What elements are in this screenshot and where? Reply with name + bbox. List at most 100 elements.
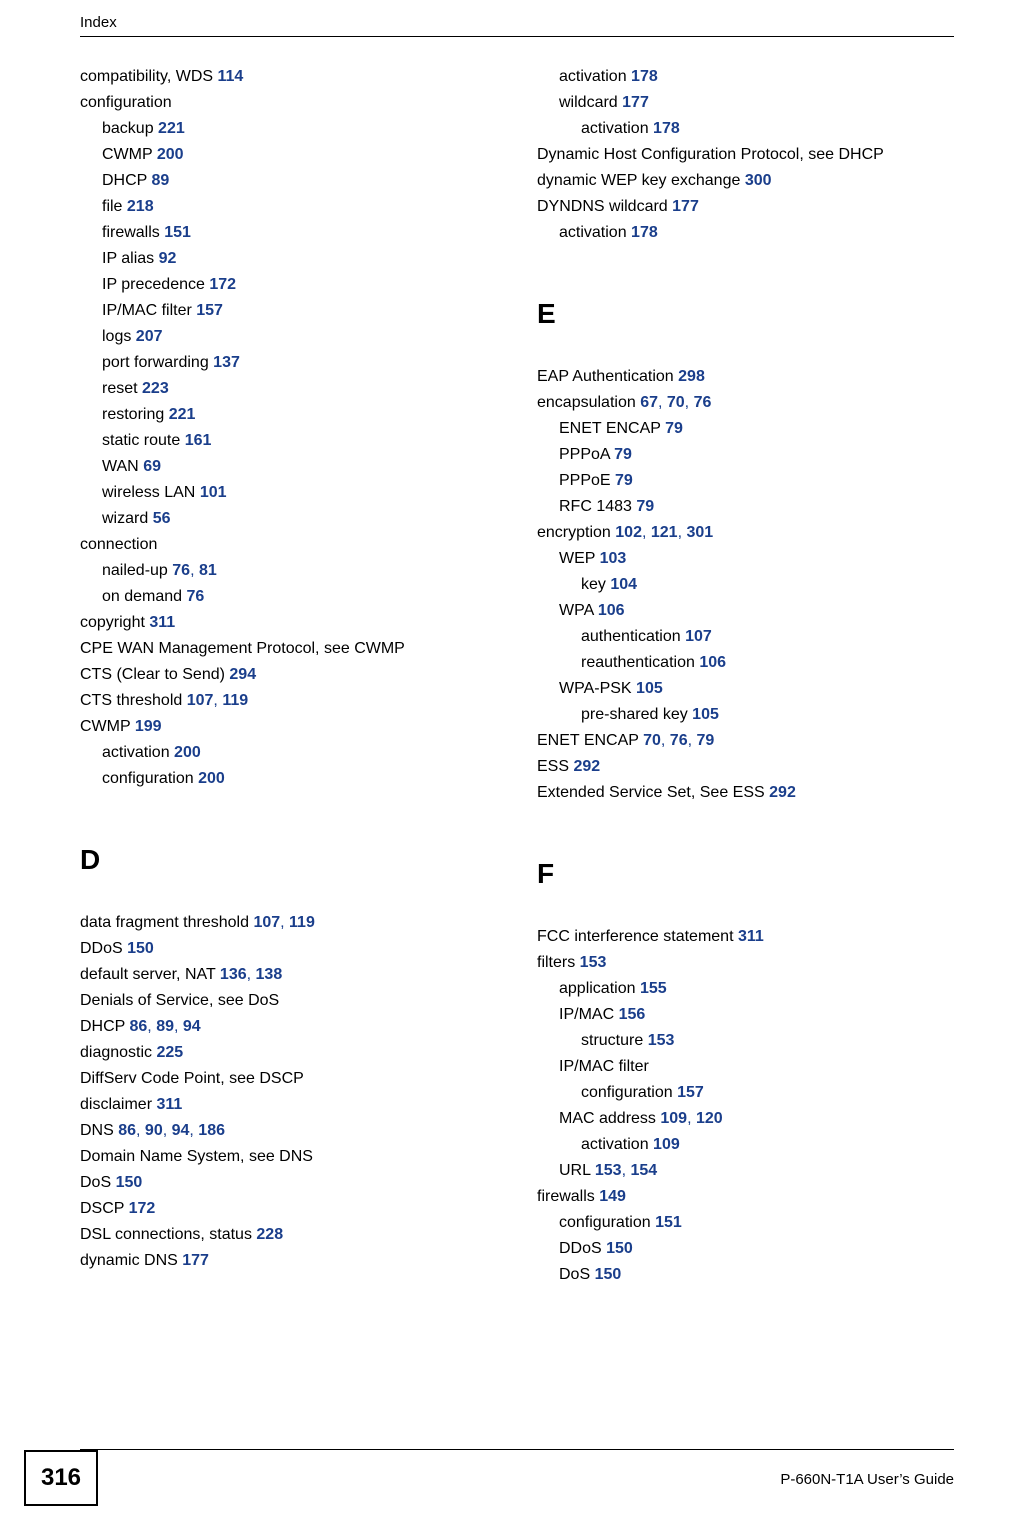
- page-ref[interactable]: 89: [152, 172, 170, 189]
- page-ref[interactable]: 121: [651, 524, 678, 541]
- page-ref[interactable]: 156: [619, 1006, 646, 1023]
- page-ref[interactable]: 76: [187, 588, 205, 605]
- page-ref[interactable]: 101: [200, 484, 227, 501]
- page-ref[interactable]: 138: [256, 966, 283, 983]
- page-ref[interactable]: 150: [606, 1240, 633, 1257]
- page-ref[interactable]: 157: [677, 1084, 704, 1101]
- page-ref[interactable]: 292: [573, 758, 600, 775]
- index-entry: activation 178: [559, 224, 954, 242]
- page-ref[interactable]: 200: [174, 744, 201, 761]
- page-ref[interactable]: 172: [209, 276, 236, 293]
- page-ref[interactable]: 119: [289, 914, 315, 931]
- page-ref[interactable]: 228: [256, 1226, 283, 1243]
- page-ref[interactable]: 79: [636, 498, 654, 515]
- page-ref[interactable]: 94: [172, 1122, 190, 1139]
- page-ref[interactable]: 104: [610, 576, 637, 593]
- page-ref[interactable]: 311: [149, 614, 175, 631]
- page-ref[interactable]: 186: [198, 1122, 225, 1139]
- page-ref[interactable]: 301: [686, 524, 713, 541]
- page-ref[interactable]: 298: [678, 368, 705, 385]
- page-ref[interactable]: 114: [218, 68, 244, 85]
- page-ref[interactable]: 86: [118, 1122, 136, 1139]
- index-entry-text: DSCP: [80, 1200, 129, 1217]
- page-ref[interactable]: 154: [630, 1162, 657, 1179]
- page-ref[interactable]: 105: [692, 706, 719, 723]
- page-ref[interactable]: 294: [229, 666, 256, 683]
- page-ref[interactable]: 150: [127, 940, 154, 957]
- page-ref[interactable]: 223: [142, 380, 169, 397]
- page-ref[interactable]: 221: [158, 120, 185, 137]
- index-entry: CWMP 200: [102, 146, 497, 164]
- page-ref[interactable]: 69: [143, 458, 161, 475]
- page-ref[interactable]: 151: [164, 224, 191, 241]
- page-ref[interactable]: 76: [670, 732, 688, 749]
- page-ref[interactable]: 94: [183, 1018, 201, 1035]
- page-ref[interactable]: 119: [222, 692, 248, 709]
- index-entry-text: Dynamic Host Configuration Protocol, see…: [537, 146, 884, 163]
- page-ref[interactable]: 120: [696, 1110, 723, 1127]
- page-ref[interactable]: 79: [696, 732, 714, 749]
- page-ref[interactable]: 311: [156, 1096, 182, 1113]
- page-ref[interactable]: 218: [127, 198, 154, 215]
- page-ref[interactable]: 178: [631, 68, 658, 85]
- page-ref[interactable]: 151: [655, 1214, 682, 1231]
- page-ref[interactable]: 109: [660, 1110, 687, 1127]
- page-ref[interactable]: 155: [640, 980, 667, 997]
- page-ref[interactable]: 70: [667, 394, 685, 411]
- page-ref[interactable]: 153: [595, 1162, 622, 1179]
- page-ref[interactable]: 90: [145, 1122, 163, 1139]
- page-ref[interactable]: 137: [213, 354, 240, 371]
- page-ref[interactable]: 153: [648, 1032, 675, 1049]
- index-entry-text: firewalls: [537, 1188, 599, 1205]
- page-ref[interactable]: 178: [653, 120, 680, 137]
- page-ref[interactable]: 70: [643, 732, 661, 749]
- page-ref[interactable]: 79: [615, 472, 633, 489]
- page-ref[interactable]: 105: [636, 680, 663, 697]
- page-ref[interactable]: 67: [640, 394, 658, 411]
- page-ref[interactable]: 81: [199, 562, 217, 579]
- page-ref[interactable]: 150: [595, 1266, 622, 1283]
- page-ref[interactable]: 221: [169, 406, 196, 423]
- page-ref[interactable]: 103: [600, 550, 627, 567]
- page-ref[interactable]: 56: [153, 510, 171, 527]
- page-ref[interactable]: 207: [136, 328, 163, 345]
- page-ref[interactable]: 300: [745, 172, 772, 189]
- page-ref[interactable]: 107: [685, 628, 712, 645]
- page-ref[interactable]: 102: [615, 524, 642, 541]
- page-ref[interactable]: 177: [672, 198, 699, 215]
- page-ref[interactable]: 136: [220, 966, 247, 983]
- index-entry: reauthentication 106: [581, 654, 954, 672]
- section-letter: F: [537, 858, 954, 890]
- page-ref[interactable]: 153: [580, 954, 607, 971]
- page-ref[interactable]: 92: [159, 250, 177, 267]
- page-ref[interactable]: 178: [631, 224, 658, 241]
- left-column: compatibility, WDS 114configurationbacku…: [80, 60, 497, 1284]
- page-ref[interactable]: 150: [116, 1174, 143, 1191]
- page-ref[interactable]: 149: [599, 1188, 626, 1205]
- page-ref[interactable]: 89: [156, 1018, 174, 1035]
- page-ref[interactable]: 157: [196, 302, 223, 319]
- page-ref[interactable]: 107: [253, 914, 280, 931]
- page-ref[interactable]: 200: [198, 770, 225, 787]
- index-entry-text: diagnostic: [80, 1044, 157, 1061]
- index-entry: CTS (Clear to Send) 294: [80, 666, 497, 684]
- page-ref[interactable]: 200: [157, 146, 184, 163]
- page-ref[interactable]: 79: [665, 420, 683, 437]
- page-ref[interactable]: 109: [653, 1136, 680, 1153]
- page-ref[interactable]: 172: [129, 1200, 156, 1217]
- page-ref[interactable]: 76: [172, 562, 190, 579]
- page-ref[interactable]: 106: [598, 602, 625, 619]
- page-ref[interactable]: 79: [614, 446, 632, 463]
- page-ref[interactable]: 107: [187, 692, 214, 709]
- page-ref[interactable]: 76: [694, 394, 712, 411]
- page-ref[interactable]: 199: [135, 718, 162, 735]
- page-ref[interactable]: 311: [738, 928, 764, 945]
- page-ref[interactable]: 177: [182, 1252, 209, 1269]
- page-ref[interactable]: 161: [185, 432, 212, 449]
- index-entry: ESS 292: [537, 758, 954, 776]
- page-ref[interactable]: 177: [622, 94, 649, 111]
- page-ref[interactable]: 225: [157, 1044, 184, 1061]
- page-ref[interactable]: 86: [130, 1018, 148, 1035]
- page-ref[interactable]: 292: [769, 784, 796, 801]
- page-ref[interactable]: 106: [699, 654, 726, 671]
